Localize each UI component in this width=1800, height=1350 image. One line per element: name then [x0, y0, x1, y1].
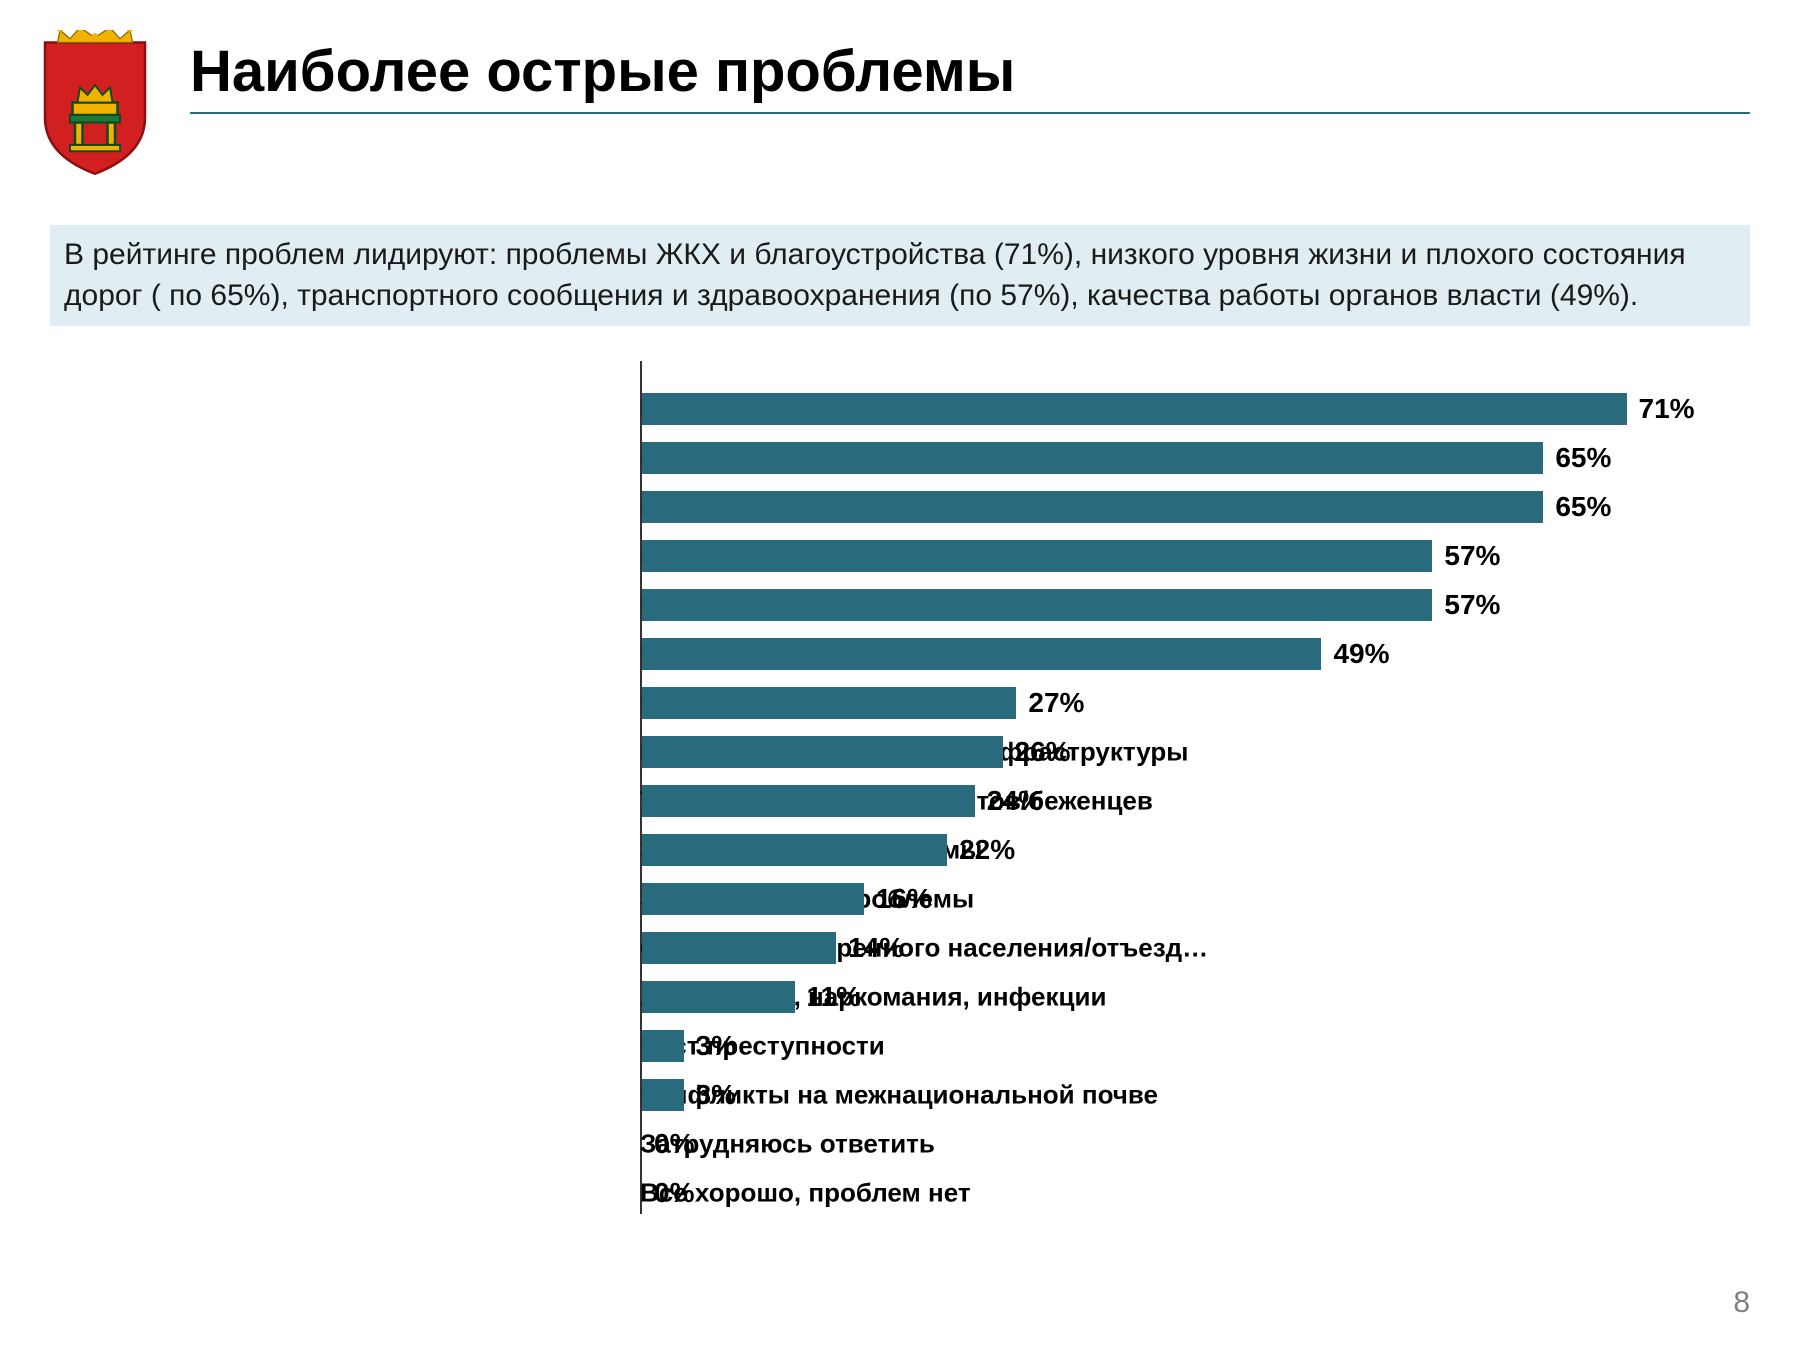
chart-bar: [642, 393, 1627, 425]
chart-row: Плохое транспортное сообщение57%: [60, 531, 1740, 580]
crest-icon: [30, 30, 160, 180]
chart-bar: [642, 540, 1432, 572]
chart-bar: [642, 687, 1016, 719]
chart-row: Проблемы объектов соц.инфраструктуры26%: [60, 727, 1740, 776]
chart-value-label: 26%: [1015, 736, 1071, 768]
chart-value-label: 65%: [1555, 442, 1611, 474]
chart-row: Проблемы образования27%: [60, 678, 1740, 727]
chart-value-label: 24%: [987, 785, 1043, 817]
chart-row: Все хорошо, проблем нет0%: [60, 1168, 1740, 1217]
chart-value-label: 22%: [959, 834, 1015, 866]
chart-value-label: 0%: [654, 1177, 694, 1209]
chart-category-label: Затрудняюсь ответить: [640, 1128, 654, 1159]
chart-value-label: 11%: [807, 981, 862, 1013]
problems-bar-chart: Проблемы ЖКХ и благоустройства71%Низкий …: [60, 366, 1740, 1266]
chart-row: Экономические проблемы22%: [60, 825, 1740, 874]
chart-bar: [642, 736, 1003, 768]
slide: Наиболее острые проблемы В рейтинге проб…: [0, 0, 1800, 1350]
chart-value-label: 71%: [1639, 393, 1695, 425]
chart-row: Затрудняюсь ответить0%: [60, 1119, 1740, 1168]
title-block: Наиболее острые проблемы: [190, 30, 1750, 114]
chart-value-label: 57%: [1444, 589, 1500, 621]
chart-row: Сокращение коренного населения/отъезд…14…: [60, 923, 1740, 972]
chart-value-label: 27%: [1028, 687, 1084, 719]
page-title: Наиболее острые проблемы: [190, 40, 1750, 104]
chart-row: Плохое состояние дорог65%: [60, 482, 1740, 531]
chart-row: Низкий уровень жизни65%: [60, 433, 1740, 482]
chart-value-label: 57%: [1444, 540, 1500, 572]
chart-bar: [642, 442, 1543, 474]
chart-bar: [642, 834, 947, 866]
chart-bar: [642, 785, 975, 817]
chart-bar: [642, 932, 836, 964]
chart-value-label: 3%: [696, 1079, 736, 1111]
chart-bar: [642, 981, 795, 1013]
title-underline: [190, 112, 1750, 114]
page-number: 8: [1733, 1286, 1750, 1320]
chart-value-label: 65%: [1555, 491, 1611, 523]
chart-row: Плохая работа властей49%: [60, 629, 1740, 678]
summary-text: В рейтинге проблем лидируют: проблемы ЖК…: [50, 225, 1750, 326]
chart-value-label: 3%: [696, 1030, 736, 1062]
chart-bar: [642, 491, 1543, 523]
chart-row: Экологические проблемы16%: [60, 874, 1740, 923]
chart-category-label: Все хорошо, проблем нет: [640, 1177, 654, 1208]
chart-row: Проблемы здравоохранения57%: [60, 580, 1740, 629]
chart-value-label: 14%: [848, 932, 904, 964]
chart-row: Проблемы ЖКХ и благоустройства71%: [60, 384, 1740, 433]
chart-value-label: 16%: [876, 883, 932, 915]
chart-bar: [642, 1030, 684, 1062]
chart-row: Конфликты на межнациональной почве3%: [60, 1070, 1740, 1119]
chart-bar: [642, 883, 864, 915]
chart-row: Рост преступности3%: [60, 1021, 1740, 1070]
chart-bar: [642, 1079, 684, 1111]
chart-bar: [642, 638, 1321, 670]
chart-value-label: 0%: [654, 1128, 694, 1160]
chart-row: Увеличение числа мигрантов/беженцев24%: [60, 776, 1740, 825]
chart-row: Алкоголизм, наркомания, инфекции11%: [60, 972, 1740, 1021]
header: Наиболее острые проблемы: [0, 0, 1800, 180]
chart-bar: [642, 589, 1432, 621]
chart-value-label: 49%: [1333, 638, 1389, 670]
